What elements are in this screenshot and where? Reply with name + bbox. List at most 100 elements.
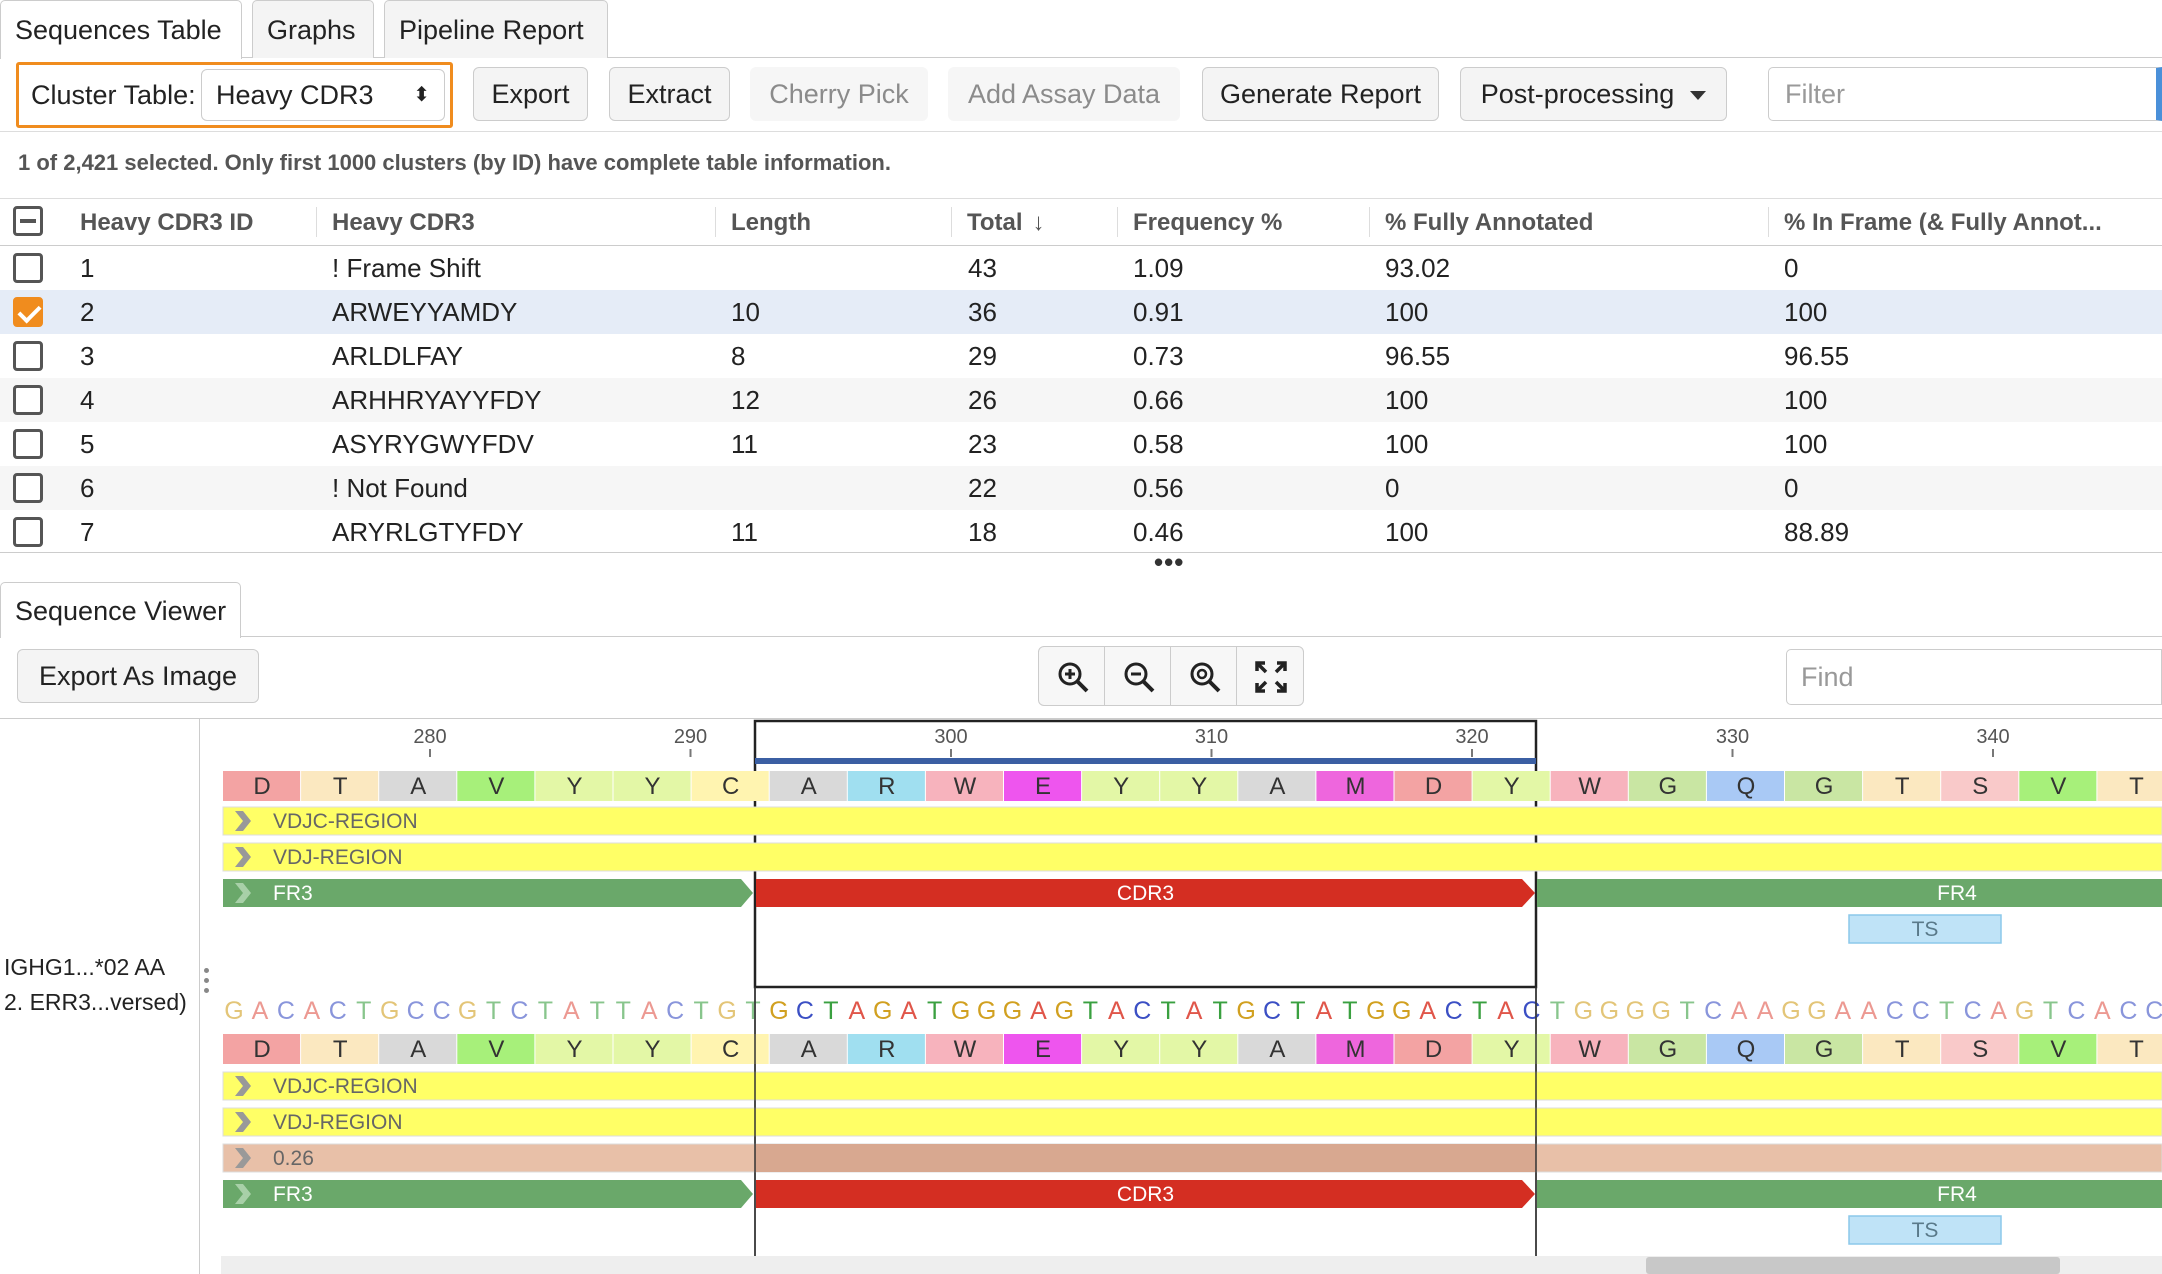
- nucleotide: A: [304, 997, 321, 1025]
- filter-input[interactable]: Filter: [1768, 67, 2162, 121]
- nucleotide: T: [538, 997, 553, 1025]
- export-as-image-button[interactable]: Export As Image: [17, 649, 259, 703]
- sequence-name-reference[interactable]: IGHG1...*02 AA: [4, 954, 166, 980]
- row-checkbox[interactable]: [13, 297, 43, 327]
- cell-total: 29: [968, 341, 997, 371]
- reference-aa-residue: W: [1578, 773, 1601, 800]
- reference-aa-residue-box: [1316, 771, 1394, 801]
- row-checkbox[interactable]: [13, 517, 43, 547]
- nucleotide: G: [873, 997, 892, 1025]
- nucleotide: C: [1263, 997, 1281, 1025]
- cell-frequency: 0.73: [1133, 341, 1184, 371]
- reference-aa-residue: A: [410, 773, 426, 800]
- tab-sequences-table[interactable]: Sequences Table: [0, 0, 242, 59]
- read-aa-residue: Y: [566, 1036, 582, 1063]
- extract-button[interactable]: Extract: [609, 67, 730, 121]
- tab-pipeline-report[interactable]: Pipeline Report: [384, 0, 608, 58]
- row-checkbox[interactable]: [13, 429, 43, 459]
- nucleotide: C: [1522, 997, 1540, 1025]
- row-checkbox[interactable]: [13, 473, 43, 503]
- cell-cdr3: ARWEYYAMDY: [332, 297, 518, 327]
- read-aa-residue: C: [722, 1036, 739, 1063]
- cell-total: 36: [968, 297, 997, 327]
- cell-in-frame: 100: [1784, 297, 1828, 327]
- nucleotide: T: [616, 997, 631, 1025]
- scrollbar-thumb[interactable]: [1646, 1257, 2060, 1274]
- nucleotide: T: [486, 997, 501, 1025]
- nucleotide: C: [2145, 997, 2162, 1025]
- table-row[interactable]: 4 ARHHRYAYYFDY 12 26 0.66 100 100: [0, 378, 2162, 422]
- column-header-fully-annotated[interactable]: % Fully Annotated: [1368, 199, 1593, 246]
- reference-aa-residue: A: [801, 773, 817, 800]
- row-checkbox[interactable]: [13, 341, 43, 371]
- select-all-checkbox[interactable]: [13, 206, 43, 236]
- nucleotide: C: [433, 997, 451, 1025]
- cell-id: 1: [80, 253, 95, 283]
- reference-aa-residue-box: [1863, 771, 1941, 801]
- table-row[interactable]: 3 ARLDLFAY 8 29 0.73 96.55 96.55: [0, 334, 2162, 378]
- sequence-name-read[interactable]: 2. ERR3...versed): [4, 989, 187, 1015]
- reference-aa-residue-box: [1941, 771, 2019, 801]
- zoom-in-icon: [1058, 662, 1089, 693]
- column-header-frequency[interactable]: Frequency %: [1116, 199, 1282, 246]
- reference-vdj-region-label: VDJ-REGION: [273, 846, 403, 869]
- column-header-in-frame[interactable]: % In Frame (& Fully Annot...: [1768, 199, 2102, 246]
- cell-fully-annotated: 96.55: [1385, 341, 1451, 371]
- zoom-reset-button[interactable]: [1171, 647, 1237, 705]
- tab-graphs[interactable]: Graphs: [252, 0, 374, 58]
- post-processing-dropdown[interactable]: Post-processing: [1460, 67, 1727, 121]
- find-input[interactable]: Find: [1786, 649, 2162, 705]
- column-header-id[interactable]: Heavy CDR3 ID: [80, 209, 254, 236]
- nucleotide: G: [458, 997, 477, 1025]
- cluster-table-select[interactable]: Heavy CDR3 ⬍: [201, 69, 445, 121]
- pane-splitter[interactable]: •••: [0, 549, 2162, 575]
- read-aa-residue: A: [410, 1036, 426, 1063]
- export-button[interactable]: Export: [473, 67, 588, 121]
- zoom-out-button[interactable]: [1105, 647, 1171, 705]
- cherry-pick-button[interactable]: Cherry Pick: [750, 67, 928, 121]
- column-header-total[interactable]: Total ↓: [951, 199, 1045, 246]
- nucleotide: G: [1652, 997, 1671, 1025]
- reference-aa-residue: E: [1035, 773, 1051, 800]
- table-row[interactable]: 1 ! Frame Shift 43 1.09 93.02 0: [0, 246, 2162, 290]
- read-vdjc-region-label: VDJC-REGION: [273, 1075, 418, 1098]
- column-header-length[interactable]: Length: [715, 199, 811, 246]
- read-aa-residue: A: [1269, 1036, 1285, 1063]
- reference-vdj-region: [222, 842, 2162, 872]
- row-checkbox[interactable]: [13, 385, 43, 415]
- cell-frequency: 0.56: [1133, 473, 1184, 503]
- cell-cdr3: ! Frame Shift: [332, 253, 481, 283]
- cdr3-label: CDR3: [1117, 1183, 1174, 1206]
- reference-aa-residue-box: [925, 771, 1003, 801]
- read-aa-residue: G: [1659, 1036, 1678, 1063]
- cell-id: 6: [80, 473, 95, 503]
- read-aa-residue-box: [1472, 1034, 1550, 1064]
- table-row[interactable]: 7 ARYRLGTYFDY 11 18 0.46 100 88.89: [0, 510, 2162, 554]
- reference-aa-residue: T: [1895, 773, 1910, 800]
- ruler-label: 320: [1455, 726, 1488, 748]
- reference-aa-residue-box: [691, 771, 769, 801]
- cell-in-frame: 0: [1784, 473, 1799, 503]
- fr3-label: FR3: [273, 1183, 313, 1206]
- table-row[interactable]: 2 ARWEYYAMDY 10 36 0.91 100 100: [0, 290, 2162, 334]
- add-assay-data-button[interactable]: Add Assay Data: [948, 67, 1180, 121]
- nucleotide: C: [2119, 997, 2137, 1025]
- zoom-in-button[interactable]: [1039, 647, 1105, 705]
- fit-to-window-button[interactable]: [1237, 647, 1303, 705]
- generate-report-button[interactable]: Generate Report: [1202, 67, 1439, 121]
- reference-aa-residue-box: [1082, 771, 1160, 801]
- table-row[interactable]: 5 ASYRYGWYFDV 11 23 0.58 100 100: [0, 422, 2162, 466]
- cell-total: 23: [968, 429, 997, 459]
- column-header-cdr3[interactable]: Heavy CDR3: [316, 199, 475, 246]
- read-aa-residue: W: [1578, 1036, 1601, 1063]
- cell-length: 11: [731, 517, 758, 547]
- cell-in-frame: 100: [1784, 385, 1828, 415]
- row-checkbox[interactable]: [13, 253, 43, 283]
- tab-sequence-viewer[interactable]: Sequence Viewer: [0, 582, 242, 638]
- reference-aa-residue-box: [847, 771, 925, 801]
- table-row[interactable]: 6 ! Not Found 22 0.56 0 0: [0, 466, 2162, 510]
- nucleotide: A: [1757, 997, 1774, 1025]
- panel-resize-handle[interactable]: [204, 968, 212, 998]
- nucleotide: G: [977, 997, 996, 1025]
